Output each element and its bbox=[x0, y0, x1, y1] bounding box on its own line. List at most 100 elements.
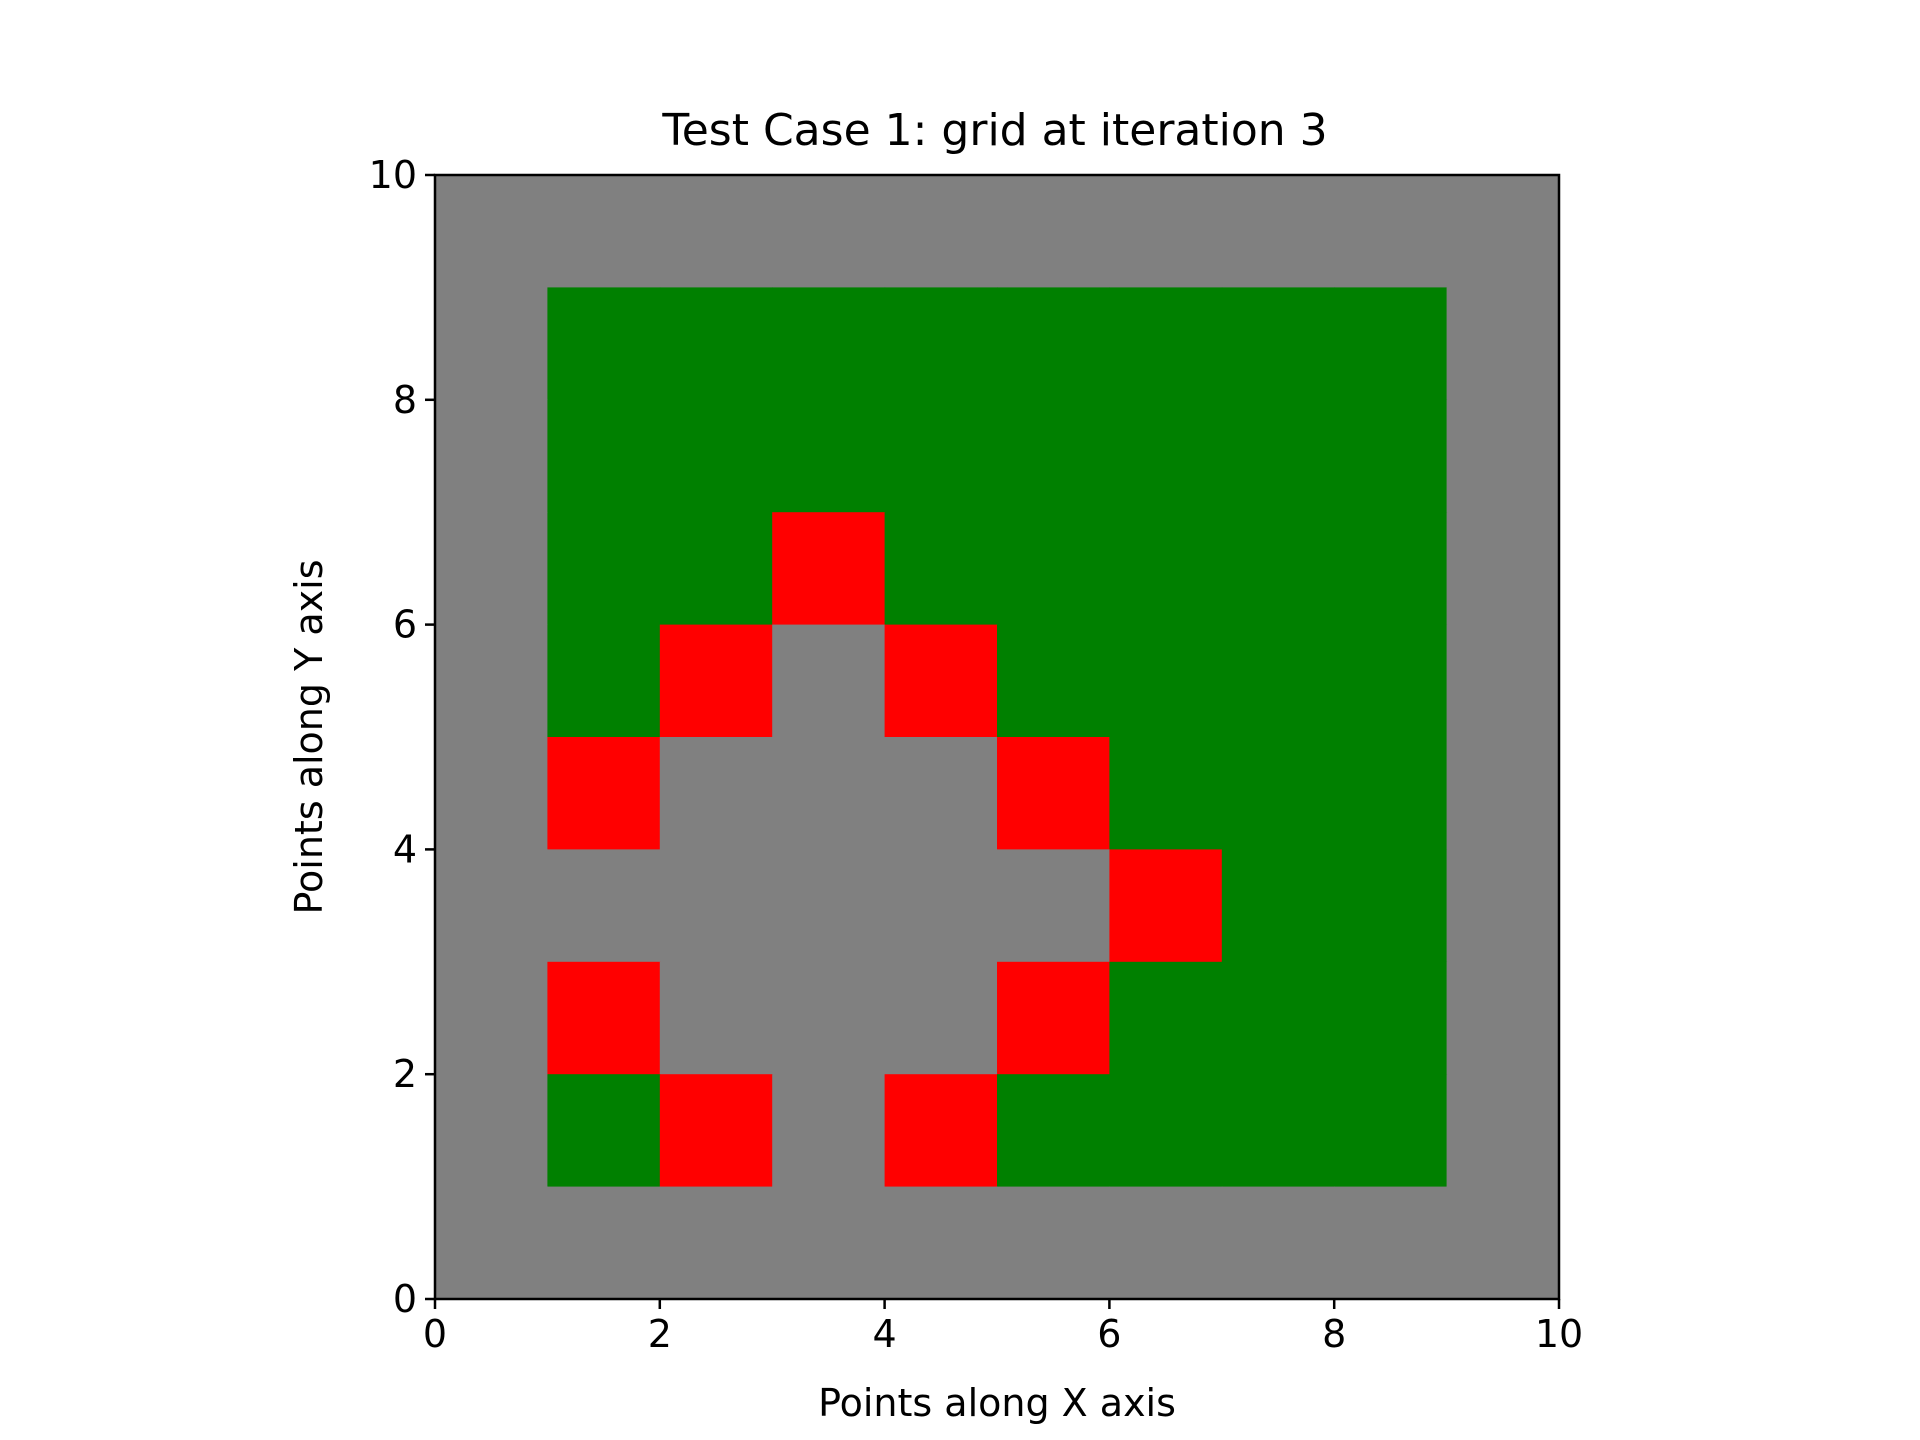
heatmap-cell bbox=[884, 399, 998, 513]
x-tick-label: 8 bbox=[1322, 1312, 1346, 1356]
heatmap-cell bbox=[772, 287, 886, 401]
x-tick-label: 0 bbox=[423, 1312, 447, 1356]
heatmap-cell bbox=[772, 175, 886, 288]
heatmap-cell bbox=[435, 512, 548, 626]
heatmap-cell bbox=[547, 512, 661, 626]
heatmap-cell bbox=[547, 624, 661, 738]
heatmap-cell bbox=[1109, 1074, 1223, 1188]
heatmap-cell bbox=[997, 512, 1110, 626]
heatmap-cell bbox=[1446, 737, 1560, 850]
y-tick-label: 8 bbox=[393, 378, 417, 422]
heatmap-cell bbox=[1109, 512, 1223, 626]
heatmap-cell bbox=[547, 849, 661, 963]
heatmap-cell bbox=[1446, 287, 1560, 401]
y-tick-label: 6 bbox=[393, 603, 417, 647]
heatmap-cell bbox=[435, 849, 548, 963]
heatmap-cell bbox=[1446, 399, 1560, 513]
heatmap-cell bbox=[659, 1186, 773, 1300]
heatmap-cell bbox=[1221, 1186, 1335, 1300]
heatmap-cell bbox=[1446, 849, 1560, 963]
heatmap-cell bbox=[1446, 1074, 1560, 1188]
heatmap-cell bbox=[1221, 624, 1335, 738]
heatmap-cell bbox=[659, 737, 773, 850]
heatmap-cell bbox=[1446, 961, 1560, 1075]
heatmap-cell bbox=[1109, 737, 1223, 850]
heatmap-cell bbox=[547, 287, 661, 401]
heatmap-cell bbox=[997, 399, 1110, 513]
heatmap-cell bbox=[884, 624, 998, 738]
heatmap-cell bbox=[1221, 961, 1335, 1075]
x-tick-label: 10 bbox=[1535, 1312, 1583, 1356]
heatmap-cell bbox=[1109, 175, 1223, 288]
heatmap-cell bbox=[772, 624, 886, 738]
plot-frame bbox=[433, 173, 1561, 1301]
y-tick-label: 10 bbox=[369, 153, 417, 197]
heatmap-cell bbox=[1109, 399, 1223, 513]
heatmap-cell bbox=[1109, 961, 1223, 1075]
heatmap-cells bbox=[435, 175, 1560, 1300]
heatmap-cell bbox=[659, 512, 773, 626]
y-axis-label: Points along Y axis bbox=[287, 559, 331, 914]
heatmap-cell bbox=[997, 287, 1110, 401]
heatmap-cell bbox=[884, 961, 998, 1075]
heatmap-cell bbox=[547, 1074, 661, 1188]
heatmap-cell bbox=[547, 737, 661, 850]
heatmap-cell bbox=[1221, 175, 1335, 288]
x-tick-label: 6 bbox=[1097, 1312, 1121, 1356]
heatmap-cell bbox=[1334, 175, 1448, 288]
heatmap-cell bbox=[1334, 737, 1448, 850]
heatmap-cell bbox=[772, 399, 886, 513]
heatmap-cell bbox=[659, 399, 773, 513]
x-axis-label: Points along X axis bbox=[818, 1381, 1176, 1425]
heatmap-cell bbox=[1334, 624, 1448, 738]
heatmap-cell bbox=[1334, 961, 1448, 1075]
heatmap-cell bbox=[1446, 175, 1560, 288]
heatmap-cell bbox=[997, 849, 1110, 963]
x-tick-label: 2 bbox=[648, 1312, 672, 1356]
heatmap-cell bbox=[1446, 1186, 1560, 1300]
heatmap-cell bbox=[1221, 849, 1335, 963]
heatmap-cell bbox=[772, 849, 886, 963]
heatmap-cell bbox=[1334, 399, 1448, 513]
heatmap-cell bbox=[772, 1186, 886, 1300]
heatmap-cell bbox=[884, 512, 998, 626]
heatmap-cell bbox=[435, 624, 548, 738]
heatmap-cell bbox=[1334, 512, 1448, 626]
x-axis-ticks: 0 2 4 6 8 10 bbox=[423, 1299, 1583, 1356]
heatmap-cell bbox=[435, 1186, 548, 1300]
chart-title: Test Case 1: grid at iteration 3 bbox=[661, 105, 1327, 156]
heatmap-cell bbox=[884, 1186, 998, 1300]
y-axis-ticks: 0 2 4 6 8 10 bbox=[369, 153, 435, 1321]
heatmap-cell bbox=[884, 849, 998, 963]
heatmap-cell bbox=[884, 737, 998, 850]
heatmap-cell bbox=[435, 399, 548, 513]
heatmap-cell bbox=[997, 1074, 1110, 1188]
heatmap-cell bbox=[1334, 849, 1448, 963]
heatmap-cell bbox=[1221, 399, 1335, 513]
y-tick-label: 0 bbox=[393, 1277, 417, 1321]
heatmap-cell bbox=[659, 849, 773, 963]
heatmap-cell bbox=[547, 961, 661, 1075]
heatmap-cell bbox=[1221, 1074, 1335, 1188]
heatmap-cell bbox=[659, 1074, 773, 1188]
heatmap-cell bbox=[1109, 849, 1223, 963]
heatmap-cell bbox=[1446, 512, 1560, 626]
heatmap-cell bbox=[884, 175, 998, 288]
heatmap-cell bbox=[1109, 624, 1223, 738]
y-tick-label: 2 bbox=[393, 1052, 417, 1096]
heatmap-cell bbox=[435, 287, 548, 401]
heatmap-cell bbox=[1109, 1186, 1223, 1300]
heatmap-cell bbox=[997, 175, 1110, 288]
heatmap-cell bbox=[884, 1074, 998, 1188]
heatmap-cell bbox=[659, 175, 773, 288]
heatmap-cell bbox=[1334, 1074, 1448, 1188]
heatmap-cell bbox=[1221, 512, 1335, 626]
heatmap-cell bbox=[772, 512, 886, 626]
heatmap-cell bbox=[997, 624, 1110, 738]
heatmap-cell bbox=[1334, 1186, 1448, 1300]
heatmap-cell bbox=[547, 1186, 661, 1300]
heatmap-cell bbox=[659, 624, 773, 738]
heatmap-cell bbox=[1446, 624, 1560, 738]
x-tick-label: 4 bbox=[873, 1312, 897, 1356]
